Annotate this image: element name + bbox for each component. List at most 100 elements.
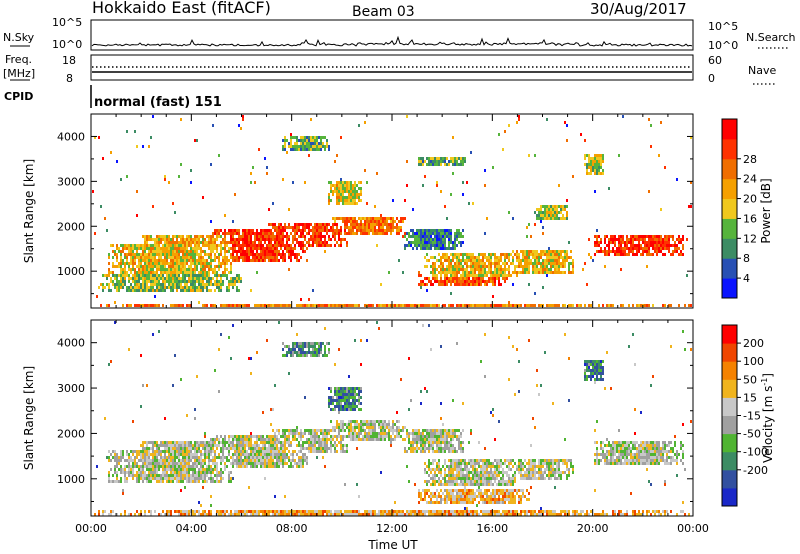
heatmap-cell [322,136,324,139]
heatmap-cell [154,468,156,471]
heatmap-cell [314,139,316,142]
heatmap-cell [348,184,350,187]
heatmap-cell [456,274,458,277]
heatmap-cell [552,208,554,211]
heatmap-cell [568,256,570,259]
heatmap-cell [404,199,406,202]
heatmap-cell [278,450,280,453]
heatmap-cell [432,265,434,268]
heatmap-cell [172,462,174,465]
heatmap-cell [298,304,300,307]
heatmap-cell [94,513,96,516]
heatmap-cell [194,465,196,468]
heatmap-cell [162,459,164,462]
heatmap-cell [232,447,234,450]
heatmap-cell [302,148,304,151]
heatmap-cell [318,438,320,441]
heatmap-cell [230,268,232,271]
heatmap-cell [314,232,316,235]
heatmap-cell [206,286,208,289]
heatmap-cell [654,247,656,250]
heatmap-cell [620,238,622,241]
heatmap-cell [202,244,204,247]
heatmap-cell [264,513,266,516]
heatmap-cell [104,286,106,289]
heatmap-cell [160,253,162,256]
heatmap-cell [542,232,544,235]
heatmap-cell [458,283,460,286]
heatmap-cell [320,244,322,247]
heatmap-cell [186,259,188,262]
heatmap-cell [552,259,554,262]
heatmap-cell [584,262,586,265]
heatmap-cell [288,372,290,375]
heatmap-cell [290,133,292,136]
heatmap-cell [242,115,244,118]
heatmap-cell [278,432,280,435]
heatmap-cell [150,289,152,292]
heatmap-cell [372,217,374,220]
heatmap-cell [436,232,438,235]
heatmap-cell [228,336,230,339]
heatmap-cell [246,459,248,462]
heatmap-cell [452,268,454,271]
heatmap-cell [638,247,640,250]
heatmap-cell [232,444,234,447]
heatmap-cell [454,268,456,271]
heatmap-cell [280,256,282,259]
heatmap-cell [204,513,206,516]
heatmap-cell [132,459,134,462]
heatmap-cell [160,265,162,268]
heatmap-cell [122,244,124,247]
heatmap-cell [290,453,292,456]
heatmap-cell [690,136,692,139]
heatmap-cell [278,226,280,229]
heatmap-cell [174,271,176,274]
heatmap-cell [488,253,490,256]
heatmap-cell [550,262,552,265]
heatmap-cell [604,235,606,238]
heatmap-cell [162,253,164,256]
heatmap-cell [240,465,242,468]
heatmap-cell [454,271,456,274]
heatmap-cell [542,271,544,274]
heatmap-cell [276,438,278,441]
heatmap-cell [440,157,442,160]
heatmap-cell [140,256,142,259]
heatmap-cell [652,253,654,256]
heatmap-cell [308,441,310,444]
heatmap-cell [248,304,250,307]
heatmap-cell [180,447,182,450]
heatmap-cell [456,283,458,286]
heatmap-cell [220,274,222,277]
heatmap-cell [120,468,122,471]
heatmap-cell [296,229,298,232]
heatmap-cell [232,324,234,327]
heatmap-cell [322,145,324,148]
heatmap-cell [206,277,208,280]
heatmap-cell [318,136,320,139]
heatmap-cell [120,450,122,453]
heatmap-cell [188,468,190,471]
heatmap-cell [516,253,518,256]
heatmap-cell [358,187,360,190]
heatmap-cell [272,444,274,447]
heatmap-cell [396,304,398,307]
heatmap-cell [256,229,258,232]
heatmap-cell [332,444,334,447]
heatmap-cell [304,226,306,229]
heatmap-cell [230,441,232,444]
heatmap-cell [138,271,140,274]
heatmap-cell [474,259,476,262]
heatmap-cell [152,205,154,208]
heatmap-cell [232,477,234,480]
heatmap-cell [288,268,290,271]
heatmap-cell [270,453,272,456]
heatmap-cell [434,274,436,277]
heatmap-cell [288,226,290,229]
heatmap-cell [372,232,374,235]
heatmap-cell [210,453,212,456]
heatmap-cell [546,211,548,214]
heatmap-cell [266,253,268,256]
